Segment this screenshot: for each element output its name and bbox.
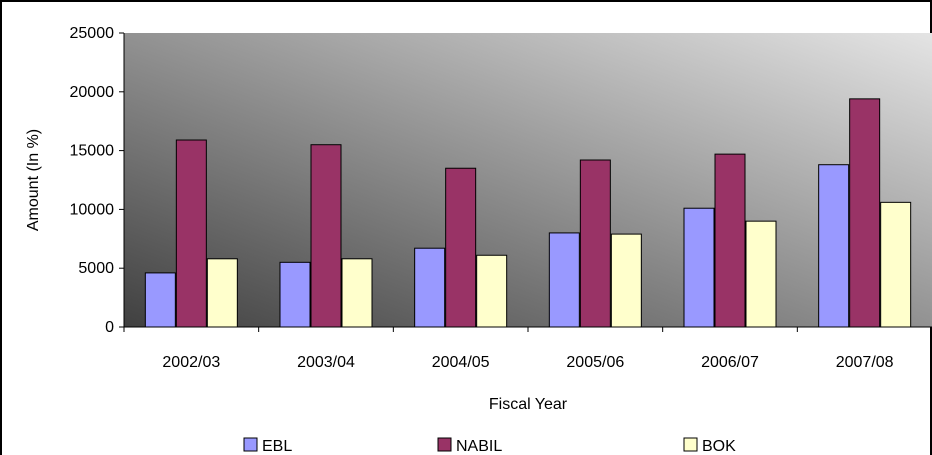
bar-nabil-2004-05 [445, 167, 477, 328]
legend-label-nabil: NABIL [456, 438, 502, 455]
y-tick-label: 10000 [70, 201, 115, 218]
y-tick-label: 15000 [70, 143, 115, 160]
x-axis-title: Fiscal Year [489, 396, 568, 413]
x-tick-label: 2007/08 [836, 354, 894, 371]
x-tick-label: 2006/07 [701, 354, 759, 371]
bar-ebl-2006-07 [683, 207, 715, 328]
x-tick-label: 2005/06 [566, 354, 624, 371]
bar-ebl-2002-03 [144, 272, 176, 328]
bar-bok-2005-06 [610, 233, 642, 328]
plot-area [124, 33, 932, 327]
bar-nabil-2003-04 [310, 144, 342, 328]
bar-bok-2007-08 [880, 201, 912, 328]
legend-swatch-bok [683, 437, 698, 452]
bar-ebl-2003-04 [279, 261, 311, 328]
bar-nabil-2005-06 [579, 159, 611, 328]
bar-bok-2006-07 [745, 220, 777, 328]
y-tick-label: 25000 [70, 25, 115, 42]
x-tick-label: 2004/05 [432, 354, 490, 371]
x-tick-label: 2002/03 [162, 354, 220, 371]
legend-label-bok: BOK [702, 438, 736, 455]
legend-swatch-nabil [437, 437, 452, 452]
y-tick-label: 0 [105, 319, 114, 336]
bar-nabil-2006-07 [714, 153, 746, 328]
bar-nabil-2007-08 [849, 98, 881, 328]
bar-ebl-2005-06 [548, 232, 580, 328]
bar-bok-2003-04 [341, 258, 373, 328]
y-tick-label: 20000 [70, 84, 115, 101]
legend-swatch-ebl [243, 437, 258, 452]
y-axis-title: Amount (In %) [25, 129, 42, 231]
y-ticks: 0 5000 10000 15000 20000 25000 [70, 25, 124, 336]
y-tick-label: 5000 [78, 260, 114, 277]
bar-bok-2004-05 [476, 254, 508, 328]
bar-nabil-2002-03 [175, 139, 207, 328]
bar-ebl-2007-08 [818, 164, 850, 328]
x-ticks: 2002/03 2003/04 2004/05 2005/06 2006/07 2007/… [123, 327, 932, 371]
legend-label-ebl: EBL [262, 438, 292, 455]
legend: EBL NABIL BOK [243, 437, 736, 455]
x-tick-label: 2003/04 [297, 354, 355, 371]
bar-ebl-2004-05 [414, 247, 446, 328]
bar-bok-2002-03 [206, 258, 238, 328]
